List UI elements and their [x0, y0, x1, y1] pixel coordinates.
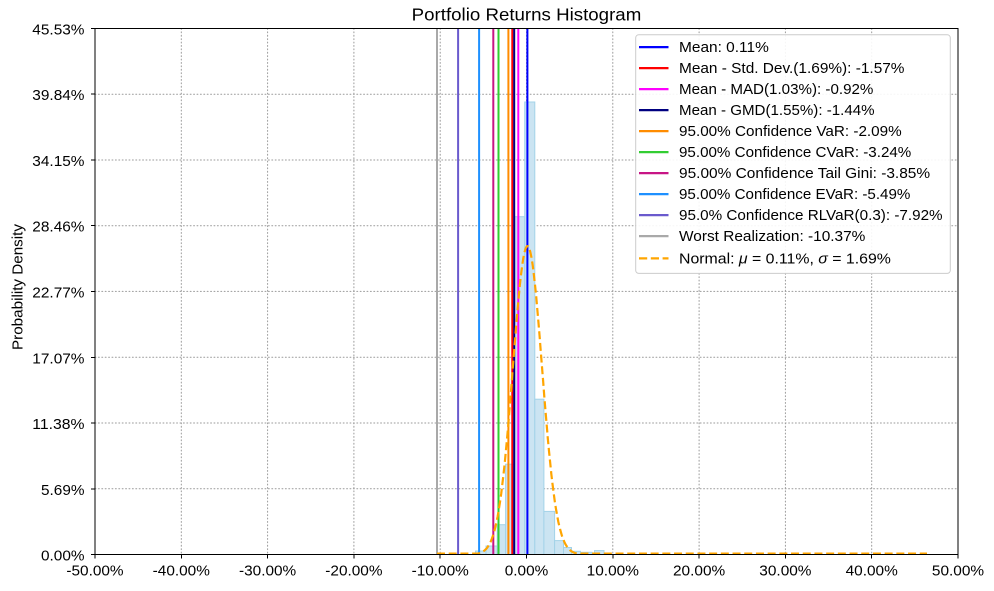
svg-text:-20.00%: -20.00%	[325, 564, 382, 580]
svg-text:Worst Realization: -10.37%: Worst Realization: -10.37%	[679, 229, 865, 245]
svg-text:-50.00%: -50.00%	[66, 564, 123, 580]
svg-text:Mean - GMD(1.55%): -1.44%: Mean - GMD(1.55%): -1.44%	[679, 103, 875, 119]
svg-text:22.77%: 22.77%	[32, 285, 84, 301]
svg-text:Mean - Std. Dev.(1.69%): -1.57: Mean - Std. Dev.(1.69%): -1.57%	[679, 61, 905, 77]
svg-text:95.00% Confidence VaR: -2.09%: 95.00% Confidence VaR: -2.09%	[679, 124, 902, 140]
svg-text:28.46%: 28.46%	[32, 220, 84, 236]
svg-text:11.38%: 11.38%	[32, 417, 84, 433]
svg-text:40.00%: 40.00%	[846, 564, 898, 580]
svg-text:39.84%: 39.84%	[32, 88, 84, 104]
svg-text:-40.00%: -40.00%	[153, 564, 210, 580]
svg-text:30.00%: 30.00%	[759, 564, 811, 580]
svg-text:-10.00%: -10.00%	[412, 564, 469, 580]
svg-text:0.00%: 0.00%	[41, 549, 85, 565]
svg-text:Portfolio Returns Histogram: Portfolio Returns Histogram	[412, 4, 642, 24]
svg-text:5.69%: 5.69%	[41, 483, 85, 499]
svg-text:Probability Density: Probability Density	[11, 223, 27, 350]
svg-text:17.07%: 17.07%	[32, 351, 84, 367]
svg-text:50.00%: 50.00%	[932, 564, 984, 580]
svg-text:0.00%: 0.00%	[505, 564, 549, 580]
svg-text:Mean: 0.11%: Mean: 0.11%	[679, 40, 769, 56]
svg-text:95.00% Confidence Tail Gini: -: 95.00% Confidence Tail Gini: -3.85%	[679, 166, 930, 182]
svg-text:95.00% Confidence EVaR: -5.49%: 95.00% Confidence EVaR: -5.49%	[679, 187, 910, 203]
svg-text:Normal: μ = 0.11%, σ = 1.69%: Normal: μ = 0.11%, σ = 1.69%	[679, 251, 891, 267]
svg-text:-30.00%: -30.00%	[239, 564, 296, 580]
svg-text:95.0% Confidence RLVaR(0.3): -: 95.0% Confidence RLVaR(0.3): -7.92%	[679, 208, 943, 224]
svg-text:34.15%: 34.15%	[32, 154, 84, 170]
svg-text:95.00% Confidence CVaR: -3.24%: 95.00% Confidence CVaR: -3.24%	[679, 145, 911, 161]
svg-text:Mean - MAD(1.03%): -0.92%: Mean - MAD(1.03%): -0.92%	[679, 82, 874, 98]
svg-text:20.00%: 20.00%	[673, 564, 725, 580]
svg-text:10.00%: 10.00%	[587, 564, 639, 580]
svg-text:45.53%: 45.53%	[32, 23, 84, 39]
